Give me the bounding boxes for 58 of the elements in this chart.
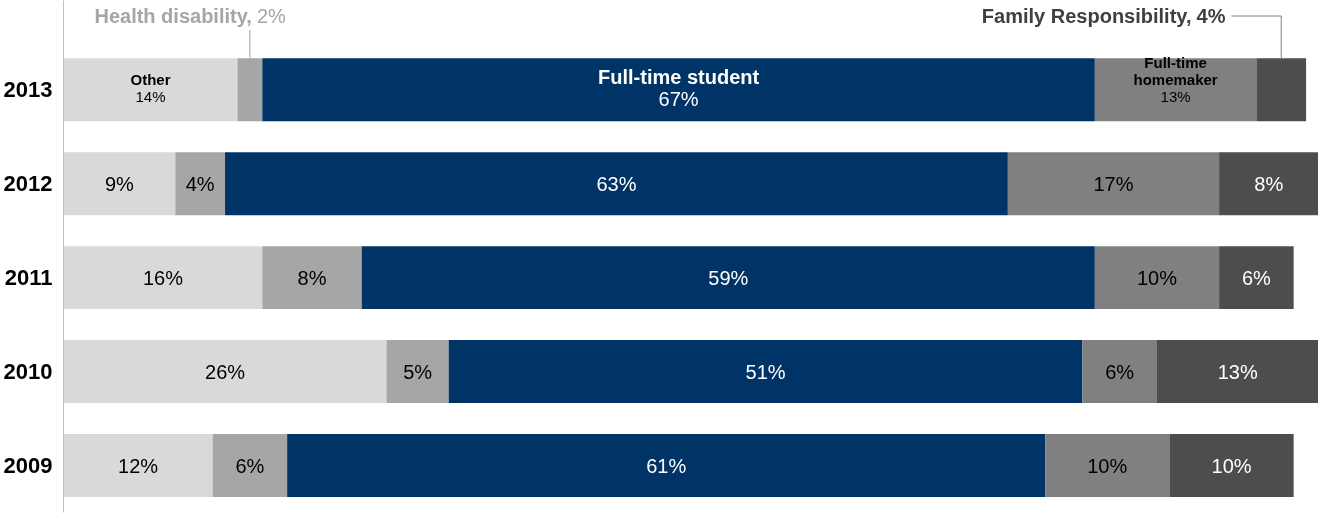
bar — [212, 434, 288, 497]
bar — [1219, 152, 1318, 216]
data-label: 12% — [118, 454, 159, 477]
data-label: 4% — [1196, 5, 1226, 27]
y-tick-label: 2009 — [3, 453, 53, 479]
bar — [1094, 246, 1220, 310]
bar — [63, 58, 238, 122]
text: Family Responsibility, — [981, 5, 1192, 27]
bar — [1256, 58, 1307, 122]
data-label: 16% — [142, 266, 184, 289]
bar — [63, 434, 213, 497]
bar — [1169, 434, 1294, 497]
series-label: Other — [130, 70, 171, 88]
data-label: 14% — [135, 87, 166, 105]
data-label: 4% — [185, 172, 215, 195]
data-label: 67% — [658, 87, 699, 110]
data-label: 13% — [1160, 87, 1191, 105]
data-label: 13% — [1217, 360, 1258, 383]
data-label: 10% — [1211, 454, 1252, 477]
data-label: 17% — [1093, 172, 1134, 195]
bar — [262, 246, 362, 310]
data-label: 10% — [1136, 266, 1178, 289]
data-label: 61% — [646, 454, 687, 477]
bar — [1219, 246, 1294, 310]
data-label: 10% — [1087, 454, 1128, 477]
series-label: Full-time student — [598, 65, 760, 88]
y-tick-label: 2012 — [3, 171, 53, 197]
bar — [1007, 152, 1220, 216]
bar — [1045, 434, 1170, 497]
bar — [386, 340, 449, 404]
y-tick-label: 2010 — [3, 359, 53, 385]
series-label: Full-time homemaker — [1133, 53, 1218, 88]
data-label: 8% — [297, 266, 327, 289]
series-label: Health disability, — [94, 5, 252, 27]
data-label: 6% — [235, 454, 265, 477]
bar — [63, 246, 263, 310]
bar — [225, 152, 1008, 216]
bar — [63, 340, 387, 404]
data-label: 6% — [1105, 360, 1135, 383]
data-label: 59% — [708, 266, 749, 289]
data-label: 8% — [1254, 172, 1284, 195]
y-tick-label: 2013 — [3, 77, 53, 103]
bar — [1082, 340, 1157, 404]
bar — [262, 58, 1095, 122]
data-label: 5% — [403, 360, 433, 383]
data-label: 26% — [205, 360, 246, 383]
bar — [361, 246, 1095, 310]
bar — [175, 152, 226, 216]
bar — [1156, 340, 1318, 404]
bar — [287, 434, 1046, 497]
bar — [448, 340, 1083, 404]
data-label: 9% — [104, 172, 135, 195]
data-label: 2% — [256, 5, 287, 27]
data-label: 6% — [1241, 266, 1272, 289]
data-label: 63% — [596, 172, 637, 195]
bar — [63, 152, 176, 216]
y-tick-label: 2011 — [4, 265, 53, 291]
data-label: 51% — [745, 360, 786, 383]
